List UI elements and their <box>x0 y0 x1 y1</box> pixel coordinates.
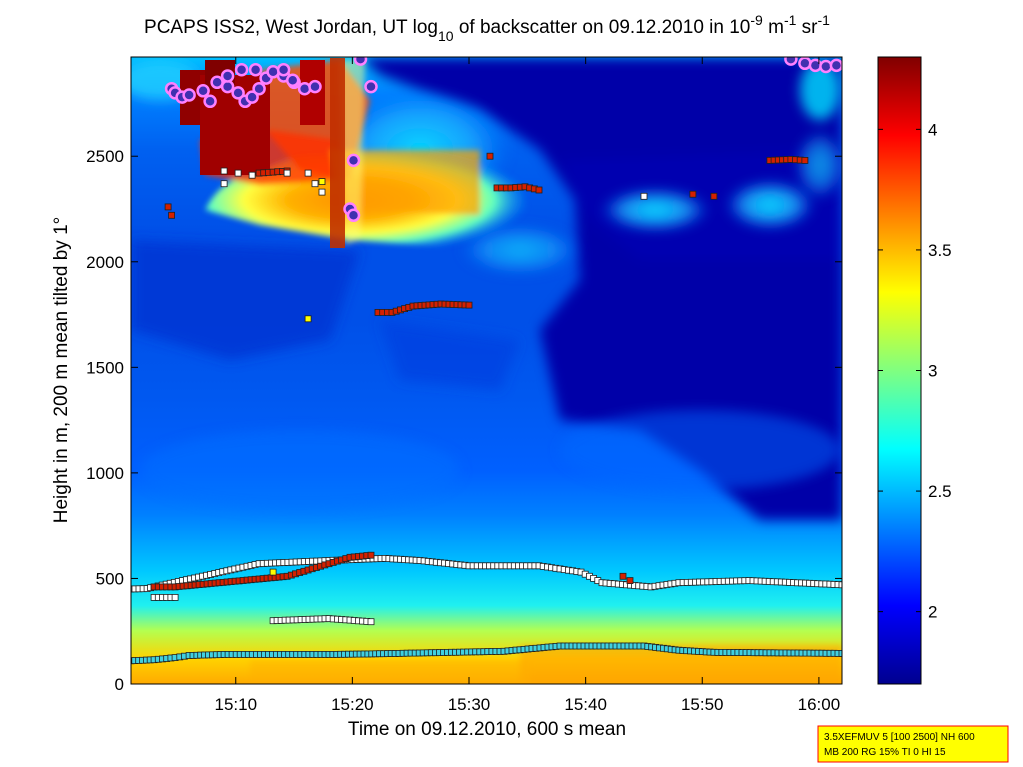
aerosol-layer-marker <box>535 186 543 194</box>
cloud-base-marker <box>353 57 368 66</box>
x-tick-label: 15:50 <box>681 695 724 714</box>
x-tick-label: 15:30 <box>448 695 491 714</box>
x-tick-label: 15:20 <box>331 695 374 714</box>
cloud-base-marker <box>784 57 798 66</box>
colorbar-tick-label: 2.5 <box>928 482 952 501</box>
layer-marker-white <box>220 167 228 175</box>
layer-marker-yellow <box>304 315 312 323</box>
x-tick-label: 15:10 <box>214 695 257 714</box>
layer-marker-yellow <box>318 178 326 186</box>
x-axis-label: Time on 09.12.2010, 600 s mean <box>348 719 626 740</box>
cloud-base-marker <box>231 86 245 100</box>
x-axis: 15:10 15:20 15:30 15:40 15:50 16:00 <box>214 57 840 714</box>
mixing-layer-marker <box>838 581 842 589</box>
residual-layer-marker <box>171 594 179 601</box>
x-tick-label: 15:40 <box>564 695 607 714</box>
cloud-base-marker <box>220 69 235 83</box>
cloud-base-marker <box>364 79 378 94</box>
surface-layer-marker <box>838 650 842 657</box>
y-tick-label: 2500 <box>86 147 124 166</box>
colorbar-tick-label: 3.5 <box>928 241 952 260</box>
aerosol-layer-marker <box>168 211 176 219</box>
x-tick-label: 16:00 <box>798 695 841 714</box>
layer-markers <box>131 57 842 665</box>
cloud-base-marker <box>182 88 196 102</box>
aerosol-layer-marker <box>689 190 697 198</box>
cloud-base-marker <box>252 81 266 96</box>
chart-title: PCAPS ISS2, West Jordan, UT log10 of bac… <box>144 12 830 44</box>
aerosol-layer-marker <box>626 577 634 584</box>
cloud-base-marker <box>285 73 300 87</box>
y-tick-label: 500 <box>96 569 124 588</box>
aerosol-layer-marker <box>486 152 494 160</box>
aerosol-layer-marker <box>619 572 627 580</box>
cloud-base-marker <box>234 62 249 77</box>
layer-marker-white <box>318 188 326 196</box>
plot-frame <box>130 56 843 685</box>
y-tick-label: 0 <box>115 675 124 694</box>
backscatter-heatmap <box>131 57 842 684</box>
layer-marker-white <box>220 180 228 188</box>
layer-marker-white <box>248 171 256 179</box>
layer-marker-yellow <box>269 568 277 576</box>
cloud-base-marker <box>276 62 291 77</box>
y-axis-label: Height in m, 200 m mean tilted by 1° <box>51 217 72 523</box>
colorbar-ticks: 2 2.5 3 3.5 4 <box>878 120 952 622</box>
cloud-base-marker <box>203 94 217 109</box>
cloud-base-marker <box>829 58 842 73</box>
colorbar <box>877 56 922 685</box>
cloud-base-marker <box>308 79 322 94</box>
cloud-base-marker <box>196 84 210 98</box>
aerosol-layer-marker <box>465 301 473 309</box>
layer-marker-white <box>283 169 291 177</box>
mixing-layer-red-marker <box>367 551 375 559</box>
cloud-base-marker <box>297 81 312 96</box>
layer-marker-white <box>234 169 242 177</box>
aerosol-layer-marker <box>164 203 172 211</box>
info-box-line1: 3.5XEFMUV 5 [100 2500] NH 600 <box>824 732 975 743</box>
cloud-base-marker <box>346 208 361 223</box>
cloud-base-marker <box>346 153 361 168</box>
info-box: 3.5XEFMUV 5 [100 2500] NH 600 MB 200 RG … <box>817 725 1009 763</box>
y-axis: 0 500 1000 1500 2000 2500 <box>86 147 842 694</box>
y-tick-label: 1000 <box>86 464 124 483</box>
layer-marker-white <box>304 169 312 177</box>
residual-layer-marker <box>367 618 375 626</box>
y-tick-label: 2000 <box>86 253 124 272</box>
aerosol-layer-marker <box>801 156 809 164</box>
y-tick-label: 1500 <box>86 358 124 377</box>
layer-marker-white <box>311 180 319 188</box>
info-box-line2: MB 200 RG 15% TI 0 HI 15 <box>824 747 946 758</box>
layer-marker-white <box>640 192 648 200</box>
colorbar-tick-label: 4 <box>928 120 937 139</box>
cloud-base-marker <box>245 90 259 104</box>
cloud-base-marker <box>798 57 812 71</box>
cloud-base-marker <box>248 62 263 77</box>
colorbar-tick-label: 3 <box>928 362 937 381</box>
aerosol-layer-marker <box>710 192 718 200</box>
colorbar-tick-label: 2 <box>928 603 937 622</box>
